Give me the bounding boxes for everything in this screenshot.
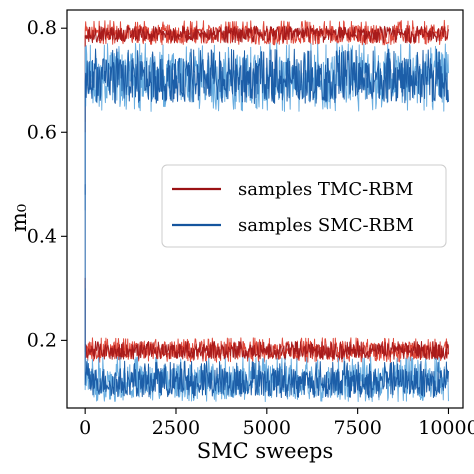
y-tick-label: 0.6 <box>27 121 57 143</box>
y-tick-label: 0.8 <box>27 17 57 39</box>
series-line-smc-high <box>84 48 449 195</box>
y-tick-label: 0.2 <box>27 329 57 351</box>
x-tick-label: 2500 <box>152 417 200 439</box>
legend-label-tmc: samples TMC-RBM <box>238 179 413 200</box>
plot-frame <box>66 9 464 409</box>
legend-box <box>161 164 447 248</box>
x-tick-label: 10000 <box>418 417 474 439</box>
series-line-smc-low <box>84 184 449 399</box>
x-axis-title: SMC sweeps <box>197 439 333 463</box>
x-axis: 0 2500 5000 7500 10000 <box>79 408 474 439</box>
legend-label-smc: samples SMC-RBM <box>238 215 414 236</box>
series-line-tmc-low <box>84 277 449 361</box>
series-line-tmc-high <box>84 25 449 133</box>
x-tick-label: 0 <box>79 417 91 439</box>
series-line-smc-low <box>84 288 449 403</box>
series-layer <box>84 19 449 403</box>
y-axis-title: m₀ <box>7 204 31 232</box>
x-tick-label: 7500 <box>333 417 381 439</box>
legend: samples TMC-RBM samples SMC-RBM <box>161 164 447 248</box>
x-tick-label: 5000 <box>243 417 291 439</box>
y-axis: 0.2 0.4 0.6 0.8 <box>27 17 67 351</box>
y-tick-label: 0.4 <box>27 225 57 247</box>
